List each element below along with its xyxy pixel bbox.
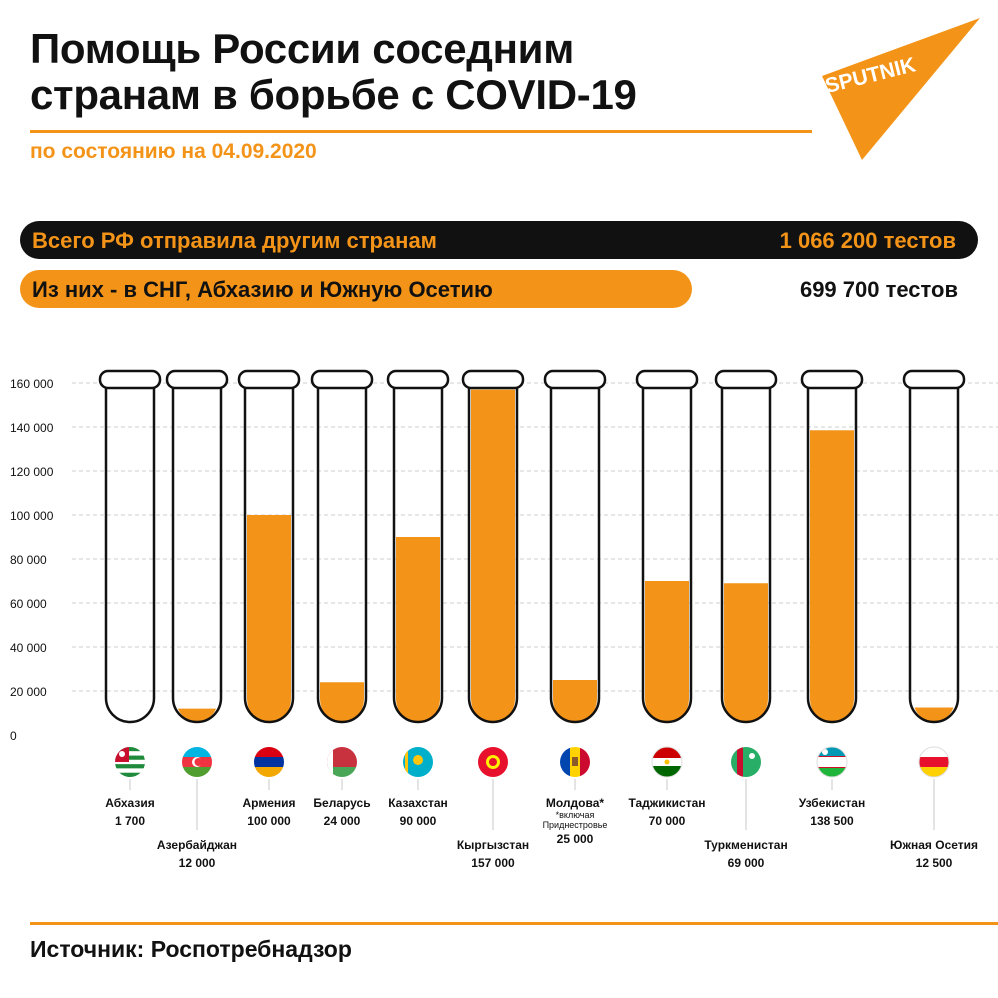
test-tube [316,387,368,724]
category-label: Туркменистан [704,838,787,852]
test-tube-cap [165,369,229,390]
test-tube [104,387,156,724]
subset-value: 699 700 тестов [799,277,958,302]
test-tube-chart: 0 20 000 40 000 60 000 80 000 100 000 120 000 1… [10,369,998,870]
test-tube [171,387,223,724]
category-label: Узбекистан [799,796,865,810]
flag-belarus-icon [327,747,357,777]
test-tube-cap [800,369,864,390]
category-label: Кыргызстан [457,838,529,852]
category-label: Южная Осетия [890,838,978,852]
bar [724,583,768,724]
bar [645,581,689,724]
data-label: 157 000 [471,856,515,870]
flag-turkmenistan-icon [731,747,761,777]
category-label: Армения [242,796,295,810]
category-note: *включая [556,810,595,820]
category-label: Беларусь [313,796,370,810]
title-line-1: Помощь России соседним [30,25,574,72]
test-tube-cap [386,369,450,390]
data-label: 138 500 [810,814,854,828]
flag-armenia-icon [254,747,284,777]
y-tick-label: 40 000 [10,641,47,655]
y-tick-label: 160 000 [10,377,54,391]
flag-south-ossetia-icon [918,746,950,778]
bar [914,707,954,722]
category-label: Таджикистан [628,796,705,810]
data-label: 100 000 [247,814,291,828]
bar [471,389,515,724]
flag-moldova-icon [560,747,590,777]
data-label: 90 000 [400,814,437,828]
test-tube [467,387,519,724]
flag-kazakhstan-icon [403,747,433,777]
test-tube-cap [635,369,699,390]
category-label: Абхазия [105,796,154,810]
subset-banner: Из них - в СНГ, Абхазию и Южную Осетию [20,270,692,308]
test-tube [549,387,601,724]
y-tick-label: 20 000 [10,685,47,699]
y-tick-label: 100 000 [10,509,54,523]
title-line-2: странам в борьбе с COVID-19 [30,71,637,118]
data-label: 12 000 [179,856,216,870]
total-value: 1 066 200 тестов [779,228,956,253]
test-tube [720,387,772,724]
bar [247,515,291,724]
date-subtitle: по состоянию на 04.09.2020 [30,140,317,163]
category-label: Азербайджан [157,838,237,852]
test-tube [641,387,693,724]
y-tick-label: 140 000 [10,421,54,435]
test-tube [243,387,295,724]
test-tube-cap [543,369,607,390]
test-tube [806,387,858,724]
y-tick-label: 0 [10,729,17,743]
test-tube-cap [98,369,162,390]
total-banner: Всего РФ отправила другим странам 1 066 … [20,221,978,259]
flag-kyrgyzstan-icon [478,747,508,777]
test-tube-cap [714,369,778,390]
bar [553,680,597,724]
flag-abkhazia-icon [115,747,145,777]
data-label: 12 500 [916,856,953,870]
test-tube [908,387,960,724]
title-divider [30,130,812,133]
y-tick-label: 60 000 [10,597,47,611]
total-label: Всего РФ отправила другим странам [32,228,437,253]
test-tube-cap [902,369,966,390]
subset-label: Из них - в СНГ, Абхазию и Южную Осетию [32,277,493,302]
category-label: Молдова* [546,796,604,810]
y-tick-label: 120 000 [10,465,54,479]
data-label: 1 700 [115,814,145,828]
y-tick-label: 80 000 [10,553,47,567]
bar [320,682,364,724]
flag-uzbekistan-icon [816,746,848,778]
data-label: 24 000 [324,814,361,828]
flag-azerbaijan-icon [182,747,212,777]
test-tube-cap [237,369,301,390]
data-label: 70 000 [649,814,686,828]
flag-tajikistan-icon [651,746,683,778]
test-tube [392,387,444,724]
page-title: Помощь России соседним странам в борьбе … [30,26,810,118]
bar [177,708,217,722]
source-divider [30,922,998,925]
test-tube-cap [461,369,525,390]
category-note: Приднестровье [543,820,608,830]
logo-shape [822,18,980,160]
data-label: 25 000 [557,832,594,846]
category-label: Казахстан [388,796,448,810]
test-tube-cap [310,369,374,390]
sputnik-logo: SPUTNIK [822,18,980,160]
source-note: Источник: Роспотребнадзор [30,936,352,962]
bar [396,537,440,724]
bar [810,430,854,724]
data-label: 69 000 [728,856,765,870]
